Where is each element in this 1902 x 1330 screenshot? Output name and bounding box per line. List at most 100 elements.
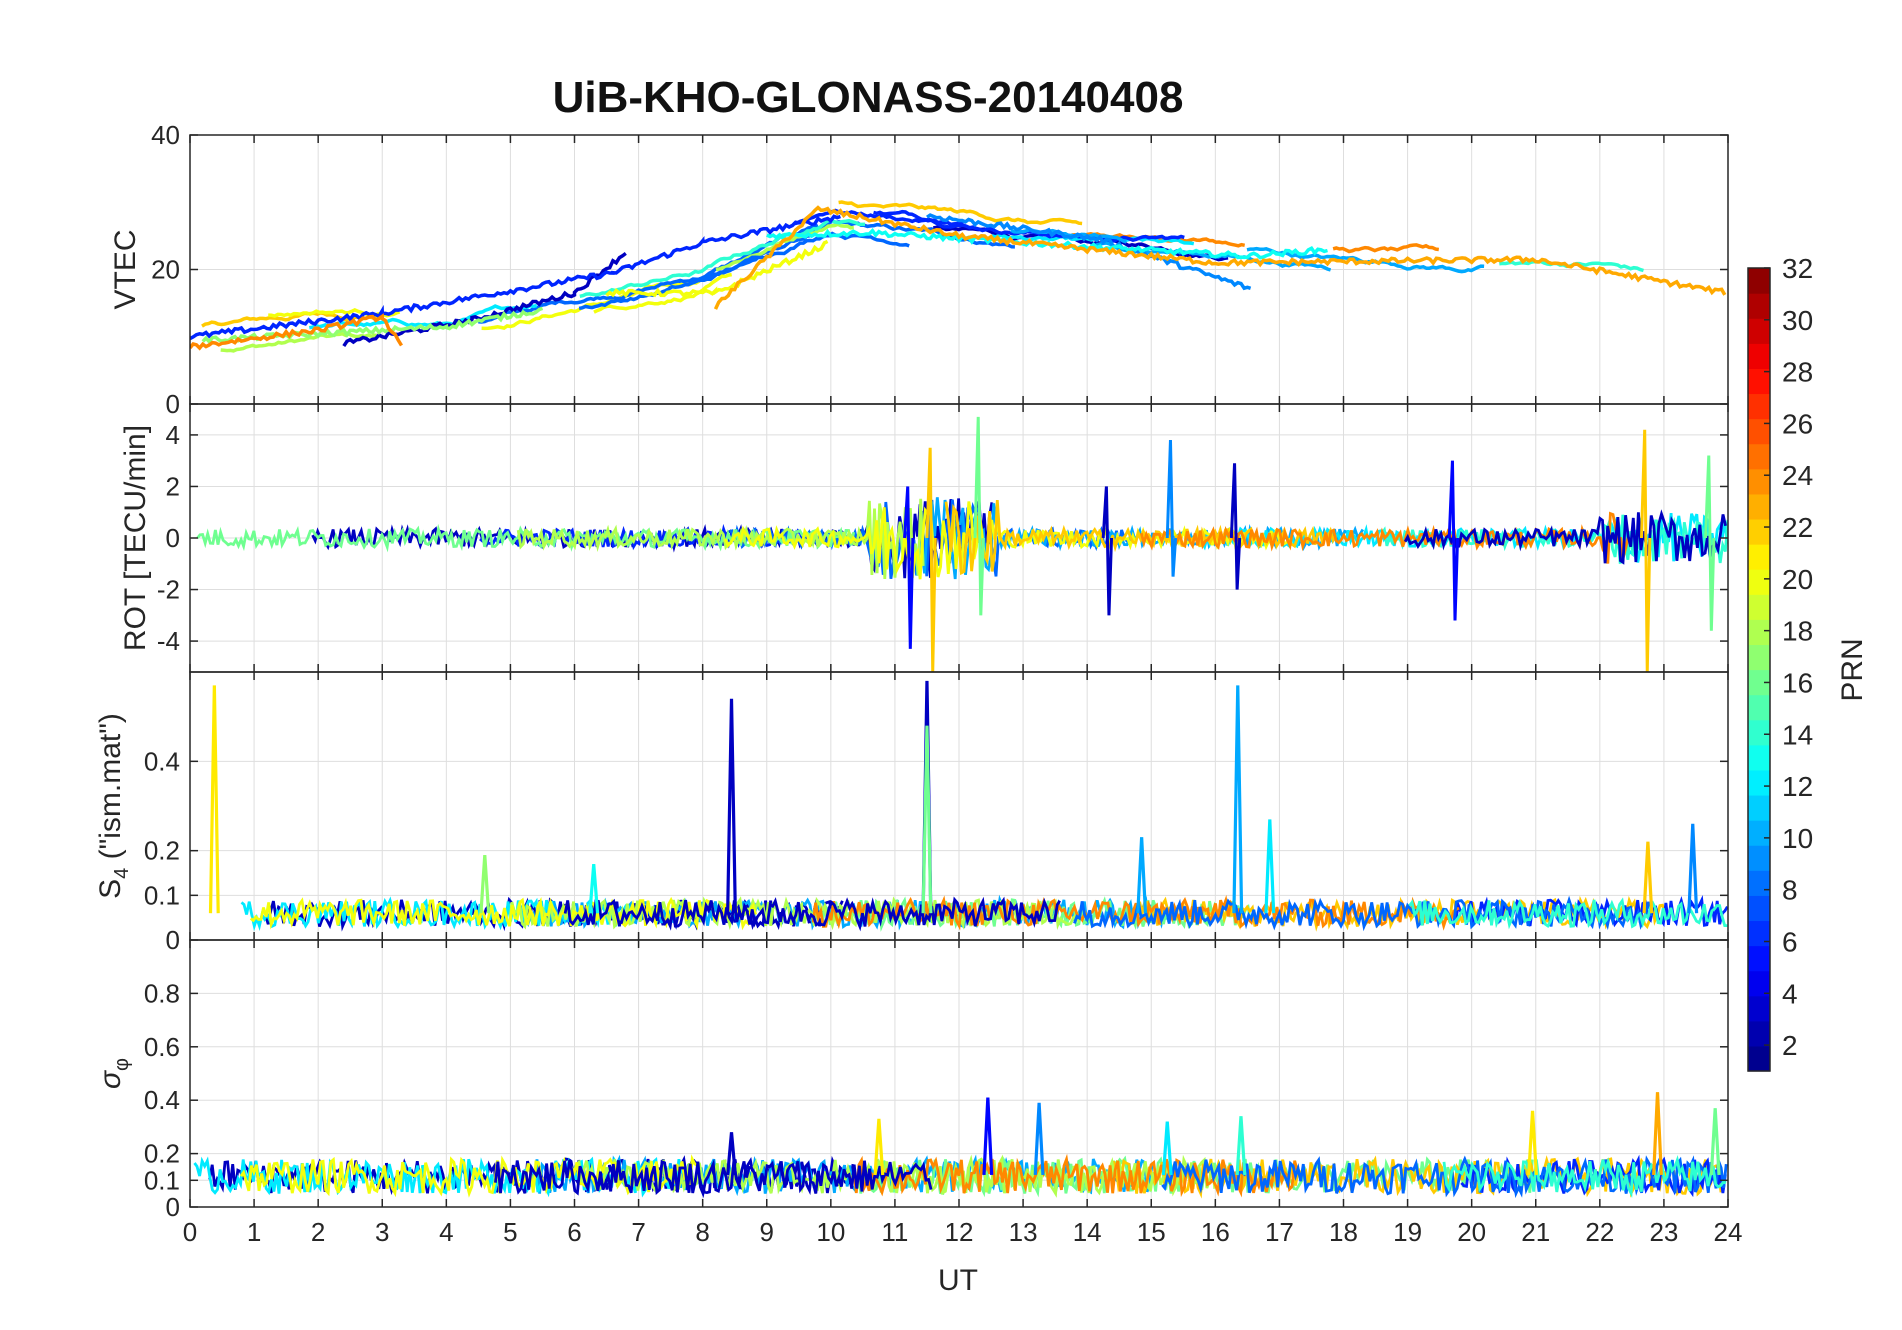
colorbar-swatch <box>1748 970 1770 997</box>
sigma_phi-spike <box>1033 1102 1045 1176</box>
y-tick-label: 0.2 <box>144 836 180 866</box>
colorbar-tick-label: 8 <box>1782 875 1798 906</box>
sigma_phi-spike <box>873 1118 885 1176</box>
colorbar-swatch <box>1748 293 1770 319</box>
y-axis-label: ROT [TECU/min] <box>119 425 152 651</box>
x-tick-label: 13 <box>1009 1217 1038 1247</box>
y-axis-label: VTEC <box>109 229 142 309</box>
colorbar-tick-label: 24 <box>1782 460 1813 491</box>
s4-spike <box>479 855 491 914</box>
chart-title: UiB-KHO-GLONASS-20140408 <box>553 73 1184 122</box>
colorbar-label: PRN <box>1836 638 1869 701</box>
y-axis-label-rest: ("ism.mat") <box>94 713 127 868</box>
x-tick-label: 24 <box>1714 1217 1743 1247</box>
y-tick-label: 0.1 <box>144 1165 180 1195</box>
colorbar-tick-label: 20 <box>1782 564 1813 595</box>
x-tick-label: 8 <box>695 1217 709 1247</box>
y-tick-label: 0 <box>166 523 180 553</box>
x-tick-label: 21 <box>1521 1217 1550 1247</box>
x-tick-label: 5 <box>503 1217 517 1247</box>
rot-burst <box>1101 486 1114 616</box>
s4-line <box>563 896 1061 932</box>
colorbar-swatch <box>1748 368 1770 395</box>
s4-spike <box>588 863 600 914</box>
s4-spike <box>1232 685 1244 914</box>
colorbar-swatch <box>1748 895 1770 922</box>
y-tick-label: 20 <box>151 255 180 285</box>
y-tick-label: 0.2 <box>144 1139 180 1169</box>
vtec-line <box>713 205 1727 310</box>
s4-spike <box>1642 841 1654 914</box>
colorbar-swatch <box>1748 920 1770 947</box>
colorbar-swatch <box>1748 619 1770 646</box>
sigma_phi-line <box>494 1158 933 1199</box>
rot-burst <box>1447 460 1460 621</box>
rot-burst <box>903 486 915 649</box>
s4-series <box>208 680 1728 932</box>
colorbar-swatch <box>1748 845 1770 871</box>
panel-s4: 0 0.1 0.2 0.4 S4 ("ism.mat") <box>94 671 1729 955</box>
y-axis-label-sub: φ <box>111 1058 133 1071</box>
x-tick-label: 15 <box>1137 1217 1166 1247</box>
panel-vtec: 0 20 40 VTEC <box>109 120 1729 419</box>
colorbar-tick-label: 28 <box>1782 357 1813 388</box>
x-tick-label: 16 <box>1201 1217 1230 1247</box>
x-tick-label: 17 <box>1265 1217 1294 1247</box>
colorbar-swatch <box>1748 995 1770 1022</box>
x-tick-label: 9 <box>760 1217 774 1247</box>
x-tick-label: 12 <box>945 1217 974 1247</box>
rot-burst <box>925 447 937 672</box>
colorbar-tick-label: 6 <box>1782 926 1798 957</box>
s4-spike <box>208 685 220 914</box>
sigma_phi-spike <box>1235 1116 1247 1176</box>
vtec-line <box>220 331 382 353</box>
y-tick-label: 4 <box>166 420 180 450</box>
x-tick-label: 19 <box>1393 1217 1422 1247</box>
vtec-line <box>605 239 829 299</box>
colorbar-tick-label: 18 <box>1782 616 1813 647</box>
colorbar-swatch <box>1748 393 1770 420</box>
s4-line <box>1408 897 1728 930</box>
colorbar-swatch <box>1748 318 1770 344</box>
y-tick-label: 0 <box>166 389 180 419</box>
rot-burst <box>1704 455 1716 631</box>
s4-spike <box>1136 837 1148 914</box>
colorbar-swatch <box>1748 594 1770 620</box>
colorbar-swatch <box>1748 945 1770 972</box>
x-tick-label: 14 <box>1073 1217 1102 1247</box>
y-tick-label: 0 <box>166 1192 180 1222</box>
colorbar-swatch <box>1748 694 1770 721</box>
x-tick-label: 3 <box>375 1217 389 1247</box>
x-tick-label: 20 <box>1457 1217 1486 1247</box>
x-tick-label: 1 <box>247 1217 261 1247</box>
vtec-line <box>579 217 866 299</box>
colorbar-frame <box>1747 267 1771 1072</box>
colorbar-tick-label: 32 <box>1782 253 1813 284</box>
colorbar-tick-label: 30 <box>1782 305 1813 336</box>
y-axis-label-main: S <box>94 879 127 899</box>
x-tick-label: 10 <box>816 1217 845 1247</box>
x-tick-label: 22 <box>1585 1217 1614 1247</box>
rot-series <box>196 416 1728 672</box>
sigma_phi-spike <box>1527 1110 1538 1176</box>
vtec-series <box>190 200 1727 353</box>
y-tick-label: 0.6 <box>144 1032 180 1062</box>
s4-spike <box>726 698 737 914</box>
s4-line <box>1073 895 1653 932</box>
x-tick-label: 4 <box>439 1217 453 1247</box>
colorbar-tick-label: 12 <box>1782 771 1813 802</box>
colorbar-swatch <box>1748 870 1770 896</box>
rot-burst <box>1639 429 1652 672</box>
colorbar-swatch <box>1748 343 1770 369</box>
sigma_phi-line <box>852 1153 1299 1198</box>
y-tick-label: 0.4 <box>144 1085 180 1115</box>
colorbar-tick-label: 16 <box>1782 667 1813 698</box>
y-tick-label: 0 <box>166 925 180 955</box>
sigma_phi-spike <box>1709 1108 1721 1176</box>
x-tick-label: 18 <box>1329 1217 1358 1247</box>
rot-line <box>1139 511 1630 564</box>
y-tick-label: 40 <box>151 120 180 150</box>
y-axis-label: σφ <box>94 1058 133 1089</box>
